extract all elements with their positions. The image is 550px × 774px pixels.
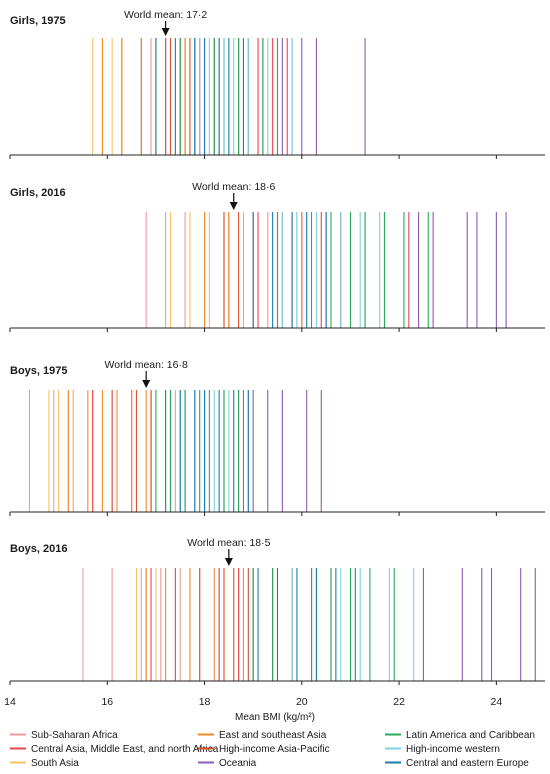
panel-4: Boys, 2016 World mean: 18·5	[9, 537, 545, 685]
world-mean-label: World mean: 18·5	[187, 537, 270, 549]
x-tick-label: 24	[491, 696, 503, 708]
panel-3: Boys, 1975 World mean: 16·8	[9, 359, 545, 516]
legend-label: High-income Asia-Pacific	[219, 744, 330, 755]
legend-label: Central Asia, Middle East, and north Afr…	[31, 744, 219, 755]
x-tick-label: 20	[296, 696, 308, 708]
x-tick-label: 14	[4, 696, 16, 708]
world-mean-arrow-icon	[229, 202, 238, 210]
legend-item: East and southeast Asia	[198, 730, 327, 741]
legend-item: Central and eastern Europe	[385, 758, 529, 769]
x-axis-label: Mean BMI (kg/m²)	[235, 712, 315, 723]
legend-item: South Asia	[10, 758, 79, 769]
x-tick-label: 18	[199, 696, 211, 708]
legend-label: High-income western	[406, 744, 500, 755]
legend-item: High-income western	[385, 744, 500, 755]
panel-title: Boys, 1975	[10, 365, 67, 377]
legend-label: Latin America and Caribbean	[406, 730, 535, 741]
x-tick-label: 16	[101, 696, 113, 708]
legend-label: Oceania	[219, 758, 257, 769]
panel-title: Girls, 1975	[10, 15, 66, 27]
chart-panels: Girls, 1975 World mean: 17·2 Girls, 2016 Wo…	[9, 9, 545, 685]
legend-item: Latin America and Caribbean	[385, 730, 535, 741]
world-mean-label: World mean: 17·2	[124, 9, 207, 21]
legend-label: South Asia	[31, 758, 79, 769]
panel-title: Boys, 2016	[10, 543, 67, 555]
legend-item: High-income Asia-Pacific	[198, 744, 330, 755]
legend-label: Central and eastern Europe	[406, 758, 529, 769]
world-mean-label: World mean: 18·6	[192, 181, 275, 193]
world-mean-arrow-icon	[161, 28, 170, 36]
legend-label: Sub-Saharan Africa	[31, 730, 118, 741]
panel-title: Girls, 2016	[10, 187, 66, 199]
world-mean-label: World mean: 16·8	[105, 359, 188, 371]
legend-item: Sub-Saharan Africa	[10, 730, 118, 741]
x-tick-label: 22	[393, 696, 405, 708]
shared-x-axis: 14 16 18 20 22 24 Mean BMI (kg/m²)	[4, 696, 502, 723]
chart-legend: Sub-Saharan Africa Central Asia, Middle E…	[10, 730, 535, 769]
world-mean-arrow-icon	[142, 380, 151, 388]
legend-item: Central Asia, Middle East, and north Afr…	[10, 744, 219, 755]
legend-item: Oceania	[198, 758, 257, 769]
legend-label: East and southeast Asia	[219, 730, 327, 741]
world-mean-arrow-icon	[224, 558, 233, 566]
panel-1: Girls, 1975 World mean: 17·2	[9, 9, 545, 159]
panel-2: Girls, 2016 World mean: 18·6	[9, 181, 545, 332]
